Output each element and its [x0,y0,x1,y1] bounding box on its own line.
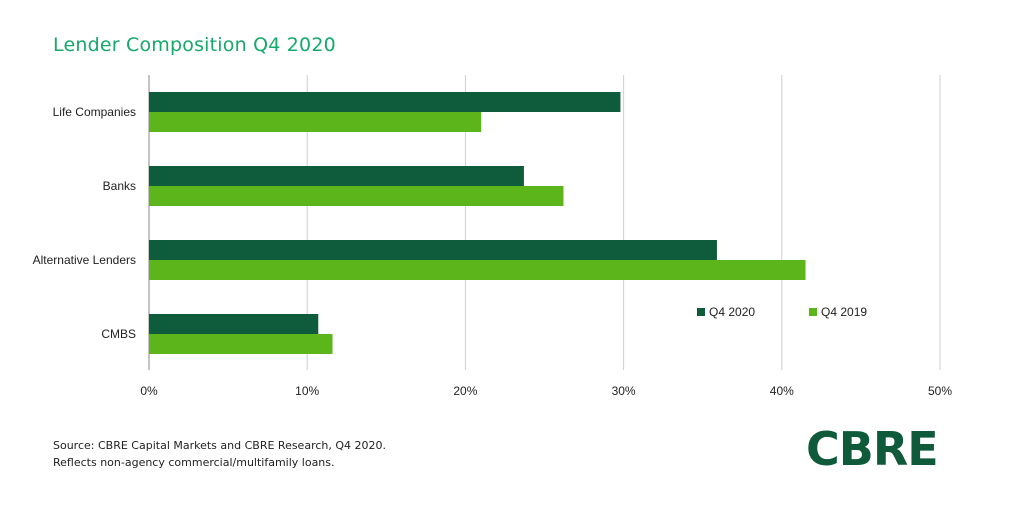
source-note: Source: CBRE Capital Markets and CBRE Re… [53,437,386,471]
legend: Q4 2020 Q4 2019 [697,305,867,319]
bars [149,92,806,354]
category-label: Life Companies [53,105,136,119]
note-line: Reflects non-agency commercial/multifami… [53,456,335,469]
legend-swatch [809,308,817,316]
bar-q4-2019 [149,112,482,132]
bar-q4-2019 [149,260,806,280]
x-tick-label: 0% [140,384,158,398]
x-tick-label: 30% [612,384,636,398]
bar-q4-2020 [149,314,319,334]
bar-q4-2020 [149,166,524,186]
x-tick-label: 40% [770,384,794,398]
x-tick-label: 10% [295,384,319,398]
legend-swatch [697,308,705,316]
category-label: CMBS [101,327,136,341]
bar-q4-2019 [149,186,564,206]
bar-q4-2019 [149,334,333,354]
cbre-logo: CBRE [806,422,939,476]
legend-label: Q4 2020 [709,305,755,319]
x-tick-label: 50% [928,384,952,398]
source-line: Source: CBRE Capital Markets and CBRE Re… [53,439,387,452]
category-label: Alternative Lenders [33,253,136,267]
category-label: Banks [103,179,136,193]
x-tick-label: 20% [453,384,477,398]
legend-label: Q4 2019 [821,305,867,319]
chart-title: Lender Composition Q4 2020 [53,34,336,56]
category-labels: Life Companies Banks Alternative Lenders CM… [33,105,136,341]
bar-q4-2020 [149,92,621,112]
x-axis-ticks: 0% 10% 20% 30% 40% 50% [140,384,952,398]
bar-q4-2020 [149,240,717,260]
